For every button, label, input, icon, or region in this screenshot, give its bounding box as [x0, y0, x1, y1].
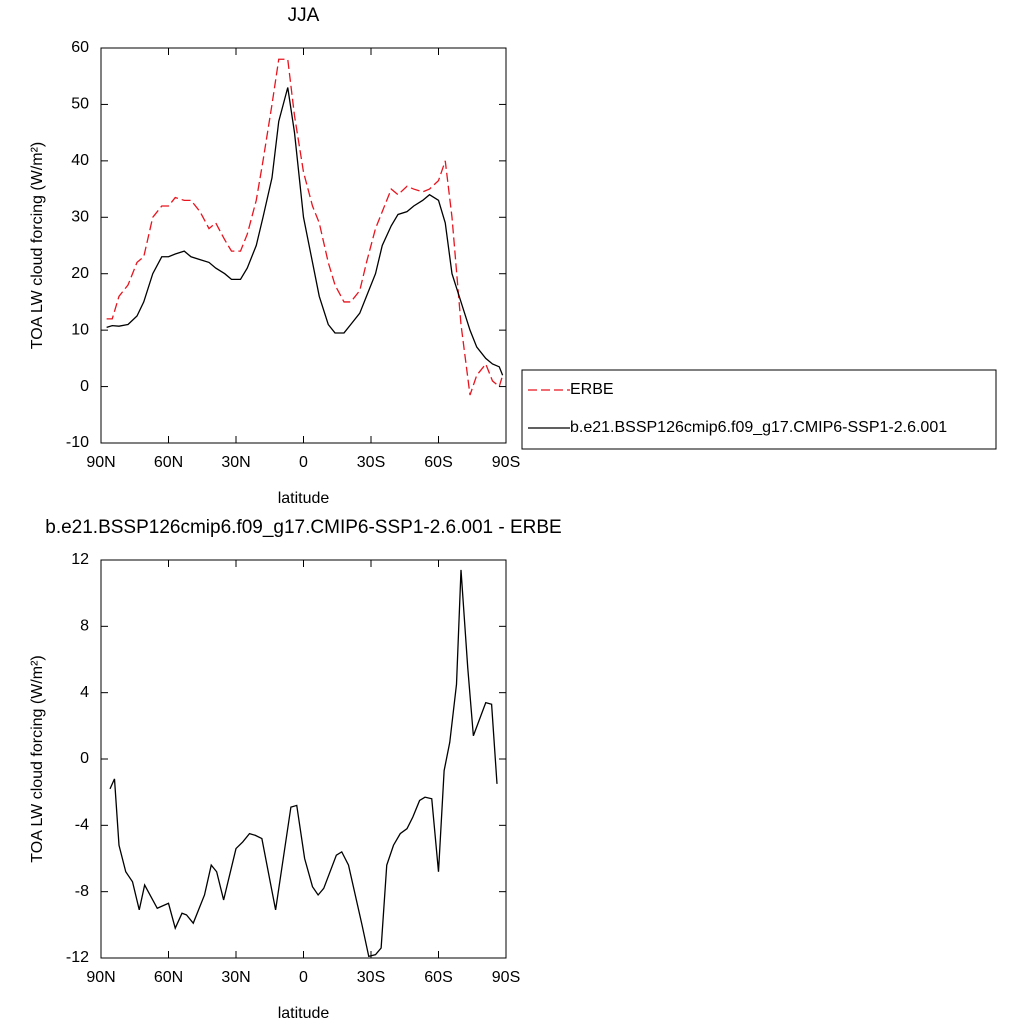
x-axis-label: latitude	[278, 1005, 330, 1022]
x-tick-label: 0	[299, 454, 308, 471]
y-tick-label: 0	[80, 378, 89, 395]
y-tick-label: 8	[80, 618, 89, 635]
x-tick-label: 60S	[424, 969, 452, 986]
x-tick-label: 90N	[86, 454, 115, 471]
y-tick-label: 20	[71, 265, 89, 282]
x-axis-label: latitude	[278, 490, 330, 507]
x-tick-label: 60N	[154, 454, 183, 471]
x-tick-label: 30S	[357, 454, 385, 471]
legend-label: b.e21.BSSP126cmip6.f09_g17.CMIP6-SSP1-2.…	[570, 419, 947, 436]
y-tick-label: 12	[71, 551, 89, 568]
y-tick-label: -12	[66, 949, 89, 966]
x-tick-label: 30N	[221, 454, 250, 471]
chart-title: b.e21.BSSP126cmip6.f09_g17.CMIP6-SSP1-2.…	[45, 517, 561, 538]
data-line	[106, 58, 504, 396]
x-tick-label: 90S	[492, 969, 520, 986]
plot-frame	[100, 47, 507, 444]
plot-frame	[100, 559, 507, 959]
y-axis-label: TOA LW cloud forcing (W/m²)	[29, 142, 46, 349]
data-line	[106, 87, 504, 376]
legend-label: ERBE	[570, 381, 614, 398]
chart-title: JJA	[288, 5, 320, 26]
data-line	[109, 569, 498, 958]
x-tick-label: 90S	[492, 454, 520, 471]
x-tick-label: 0	[299, 969, 308, 986]
x-tick-label: 60N	[154, 969, 183, 986]
y-tick-label: 30	[71, 209, 89, 226]
legend-box	[521, 369, 997, 450]
y-tick-label: -4	[75, 817, 89, 834]
y-tick-label: 40	[71, 152, 89, 169]
y-axis-label: TOA LW cloud forcing (W/m²)	[29, 655, 46, 862]
x-tick-label: 30S	[357, 969, 385, 986]
y-tick-label: 10	[71, 321, 89, 338]
y-tick-label: 50	[71, 96, 89, 113]
y-tick-label: 0	[80, 750, 89, 767]
x-tick-label: 30N	[221, 969, 250, 986]
x-tick-label: 60S	[424, 454, 452, 471]
y-tick-label: -8	[75, 883, 89, 900]
x-tick-label: 90N	[86, 969, 115, 986]
y-tick-label: 60	[71, 39, 89, 56]
y-tick-label: -10	[66, 434, 89, 451]
y-tick-label: 4	[80, 684, 89, 701]
